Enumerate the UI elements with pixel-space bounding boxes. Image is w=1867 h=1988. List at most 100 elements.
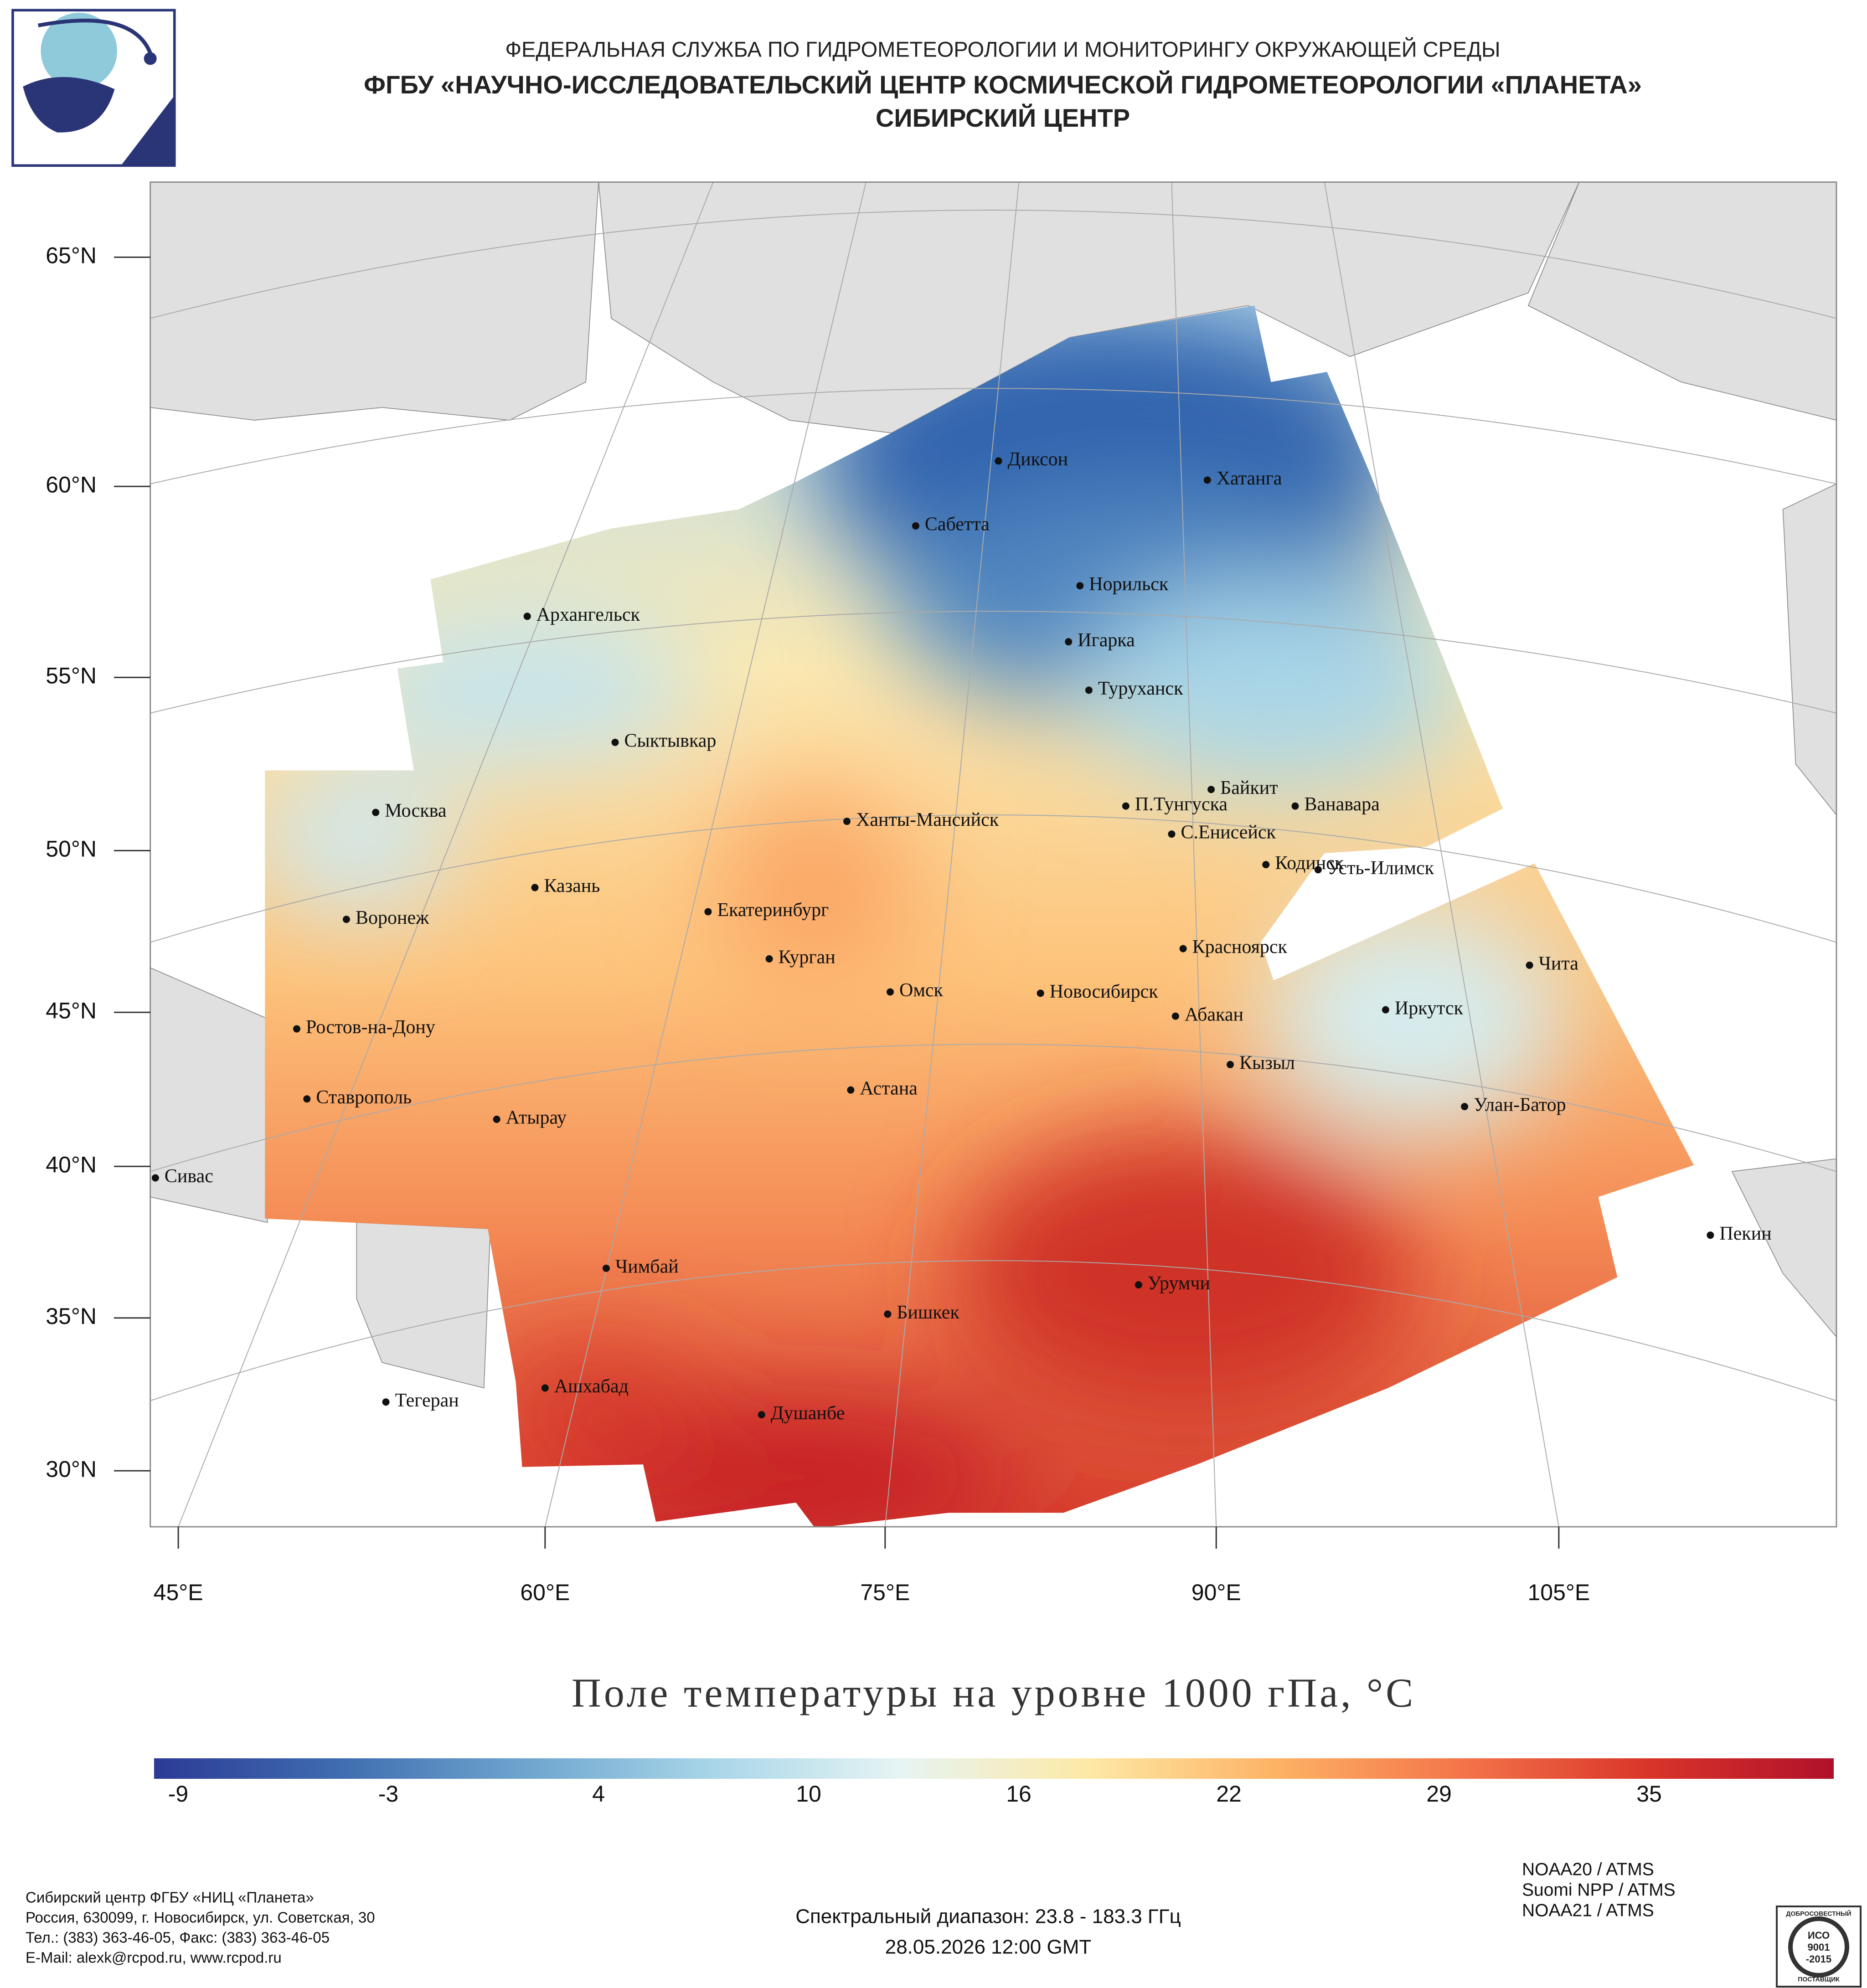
- colorbar-tick-label: 16: [1006, 1781, 1031, 1807]
- city-dot: [1135, 1281, 1142, 1289]
- city-label: Астана: [860, 1078, 918, 1099]
- date: 28.05.2026 12:00 GMT: [885, 1936, 1092, 1958]
- lon-label: 60°E: [520, 1580, 570, 1605]
- city-dot: [382, 1398, 390, 1406]
- city-label: Улан-Батор: [1474, 1095, 1566, 1116]
- city-label: Атырау: [506, 1107, 567, 1128]
- lat-label: 45°N: [46, 998, 97, 1023]
- lat-label: 40°N: [46, 1152, 97, 1178]
- city-dot: [151, 1174, 159, 1182]
- lat-label: 60°N: [46, 472, 97, 498]
- city-dot: [1122, 802, 1129, 810]
- city-label: Воронеж: [356, 907, 429, 928]
- city-dot: [493, 1115, 500, 1123]
- satellite: NOAA20 / ATMS: [1522, 1859, 1654, 1879]
- colorbar-tick-label: 22: [1216, 1781, 1242, 1807]
- city-dot: [611, 738, 619, 746]
- footer-address: Сибирский центр ФГБУ «НИЦ «Планета» Росси…: [26, 1889, 375, 1966]
- city-dot: [995, 457, 1002, 465]
- city-dot: [1461, 1102, 1469, 1110]
- city-label: Москва: [385, 800, 447, 821]
- city-dot: [531, 884, 539, 891]
- city-label: Архангельск: [536, 604, 640, 625]
- city-dot: [1526, 961, 1533, 969]
- iso-text: ПОСТАВЩИК: [1798, 1976, 1840, 1983]
- city-label: Туруханск: [1098, 678, 1183, 699]
- address-line: E-Mail: alexk@rcpod.ru, www.rcpod.ru: [26, 1949, 282, 1966]
- city-label: Сабетта: [925, 514, 990, 535]
- spectral-range: Спектральный диапазон: 23.8 - 183.3 ГГц: [795, 1906, 1181, 1928]
- city-label: Хатанга: [1217, 468, 1282, 489]
- city-dot: [1179, 945, 1187, 953]
- city-label: Екатеринбург: [717, 900, 829, 921]
- city-dot: [847, 1086, 855, 1094]
- lon-label: 90°E: [1191, 1580, 1241, 1605]
- map-layer: [11, 9, 1837, 1528]
- city-dot: [1227, 1061, 1234, 1068]
- city-dot: [1203, 476, 1211, 484]
- city-label: П.Тунгуска: [1135, 794, 1228, 815]
- graticule: [150, 182, 1836, 1527]
- city-label: Красноярск: [1192, 937, 1288, 958]
- city-label: Бишкек: [897, 1302, 959, 1323]
- header-agency: ФЕДЕРАЛЬНАЯ СЛУЖБА ПО ГИДРОМЕТЕОРОЛОГИИ …: [505, 37, 1500, 61]
- lon-label: 105°E: [1527, 1580, 1590, 1605]
- lat-label: 35°N: [46, 1303, 97, 1329]
- satellite: Suomi NPP / ATMS: [1522, 1880, 1676, 1900]
- city-label: С.Енисейск: [1181, 822, 1276, 843]
- city-dot: [342, 916, 350, 923]
- lat-label: 55°N: [46, 663, 97, 689]
- city-label: Ванавара: [1304, 794, 1380, 815]
- city-label: Ставрополь: [316, 1087, 412, 1108]
- lon-label: 75°E: [860, 1580, 910, 1605]
- city-label: Иркутск: [1395, 998, 1464, 1019]
- city-dot: [1314, 866, 1322, 874]
- map-title: Поле температуры на уровне 1000 гПа, °С: [572, 1671, 1416, 1716]
- city-dot: [1168, 830, 1176, 838]
- city-label: Ханты-Мансийск: [856, 809, 999, 830]
- city-dot: [912, 522, 919, 530]
- city-label: Сыктывкар: [624, 731, 717, 752]
- city-label: Казань: [544, 876, 600, 896]
- city-dot: [704, 908, 712, 916]
- city-dot: [303, 1095, 311, 1103]
- city-label: Игарка: [1078, 630, 1135, 651]
- city-dot: [758, 1411, 765, 1419]
- colorbar-tick-label: -3: [378, 1781, 398, 1807]
- city-dot: [1171, 1012, 1179, 1020]
- address-line: Сибирский центр ФГБУ «НИЦ «Планета»: [26, 1889, 314, 1906]
- satellite: NOAA21 / ATMS: [1522, 1900, 1654, 1920]
- city-dot: [1382, 1006, 1389, 1014]
- colorbar-tick-label: -9: [168, 1781, 188, 1807]
- city-dot: [523, 613, 531, 620]
- city-label: Кызыл: [1239, 1052, 1295, 1073]
- lat-label: 30°N: [46, 1456, 97, 1482]
- city-dot: [1262, 861, 1270, 869]
- city-label: Норильск: [1089, 574, 1169, 595]
- city-label: Пекин: [1719, 1223, 1771, 1244]
- city-dot: [1707, 1231, 1714, 1239]
- iso-logo: [1776, 1906, 1862, 1988]
- city-dot: [843, 818, 851, 825]
- city-dot: [884, 1310, 892, 1318]
- map-frame: [150, 181, 1837, 1528]
- city-dot: [293, 1025, 301, 1033]
- city-label: Кодинск: [1275, 853, 1344, 874]
- city-dot: [1085, 686, 1093, 694]
- header-center: ФГБУ «НАУЧНО-ИССЛЕДОВАТЕЛЬСКИЙ ЦЕНТР КОС…: [364, 70, 1642, 99]
- city-label: Новосибирск: [1050, 981, 1159, 1002]
- lat-label: 50°N: [46, 836, 97, 862]
- city-dot: [1291, 802, 1299, 810]
- city-dot: [541, 1384, 549, 1392]
- colorbar-tick-label: 29: [1426, 1781, 1452, 1807]
- city-label: Чита: [1539, 953, 1579, 974]
- city-label: Душанбе: [771, 1403, 845, 1424]
- logo: [11, 9, 176, 167]
- iso-text: ДОБРОСОВЕСТНЫЙ: [1786, 1910, 1851, 1917]
- city-label: Ростов-на-Дону: [306, 1017, 435, 1038]
- city-dot: [372, 809, 380, 816]
- city-label: Омск: [899, 980, 944, 1001]
- map-area: [150, 182, 1836, 1527]
